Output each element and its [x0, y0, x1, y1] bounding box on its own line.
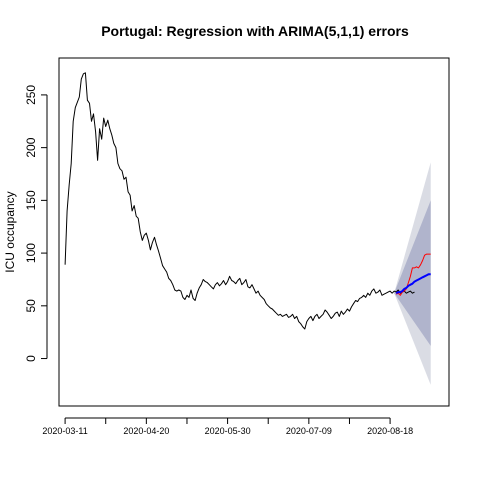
chart-title: Portugal: Regression with ARIMA(5,1,1) e… — [101, 23, 409, 39]
series-line-forecast-mean — [395, 273, 431, 295]
y-tick-label: 200 — [24, 137, 38, 157]
series-line-observed — [64, 72, 415, 330]
forecast-bands — [394, 162, 431, 385]
y-tick-label: 150 — [24, 190, 38, 210]
y-tick-label: 50 — [24, 299, 38, 313]
x-tick-label: 2020-08-18 — [367, 426, 413, 436]
forecast-band-80 — [394, 200, 431, 346]
y-axis-label: ICU occupancy — [3, 191, 17, 272]
x-tick-label: 2020-03-11 — [42, 426, 87, 436]
series-lines — [64, 72, 431, 330]
series-line-actual-future — [395, 253, 431, 296]
y-axis: 0 50 100 150 200 250 — [24, 85, 48, 362]
y-tick-label: 100 — [24, 243, 38, 263]
x-axis: 2020-03-11 2020-04-20 2020-05-30 2020-07-09… — [42, 417, 413, 436]
y-tick-label: 250 — [24, 85, 38, 105]
x-tick-label: 2020-04-20 — [123, 426, 169, 436]
x-tick-label: 2020-07-09 — [286, 426, 332, 436]
x-tick-label: 2020-05-30 — [205, 426, 251, 436]
y-tick-label: 0 — [24, 355, 38, 362]
plot-frame — [58, 57, 450, 407]
